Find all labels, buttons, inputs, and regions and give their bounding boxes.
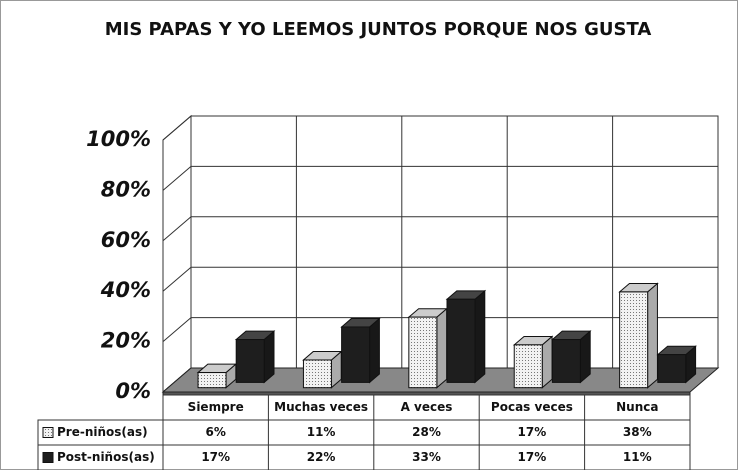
- bar: [619, 291, 649, 389]
- x-tick-label: Nunca: [616, 400, 658, 414]
- bar-side: [369, 317, 380, 384]
- data-label: 28%: [412, 425, 441, 439]
- bar: [446, 298, 476, 383]
- bar-side: [474, 289, 486, 384]
- bar: [341, 326, 371, 383]
- chart-title: MIS PAPAS Y YO LEEMOS JUNTOS PORQUE NOS …: [105, 19, 652, 40]
- data-label: 17%: [518, 450, 547, 464]
- grid-line: [162, 216, 718, 242]
- y-tick-label: 40%: [100, 278, 151, 302]
- bar: [408, 316, 438, 389]
- bar: [235, 339, 265, 383]
- table-head: [162, 394, 691, 470]
- grid-line: [162, 115, 718, 141]
- data-label: 38%: [623, 425, 652, 439]
- data-label: 11%: [623, 450, 652, 464]
- y-tick-label: 0%: [115, 379, 151, 403]
- legend-label: Post-niños(as): [57, 450, 155, 464]
- bar-side: [436, 307, 448, 389]
- grid-line: [162, 317, 718, 342]
- grid-line: [162, 165, 718, 191]
- x-tick-label: A veces: [401, 400, 453, 414]
- bar: [657, 354, 687, 383]
- data-label: 17%: [518, 425, 547, 439]
- bar: [551, 339, 581, 383]
- y-tick-label: 60%: [101, 228, 151, 252]
- bar: [302, 359, 332, 389]
- y-tick-label: 100%: [86, 127, 151, 151]
- side-wall: [162, 114, 192, 394]
- bar: [513, 344, 543, 389]
- bar: [197, 372, 227, 389]
- legend-swatch: [42, 427, 54, 438]
- data-label: 17%: [201, 450, 230, 464]
- legend-swatch: [42, 452, 54, 463]
- data-label: 6%: [206, 425, 226, 439]
- y-tick-label: 80%: [101, 177, 151, 201]
- data-label: 22%: [307, 450, 336, 464]
- y-tick-label: 20%: [101, 329, 151, 353]
- x-tick-label: Siempre: [188, 400, 244, 414]
- data-label: 33%: [412, 450, 441, 464]
- x-tick-label: Muchas veces: [274, 400, 368, 414]
- x-tick-label: Pocas veces: [491, 400, 573, 414]
- legend-label: Pre-niños(as): [57, 425, 148, 439]
- bar-side: [647, 282, 658, 389]
- grid-line: [162, 266, 718, 292]
- data-label: 11%: [307, 425, 336, 439]
